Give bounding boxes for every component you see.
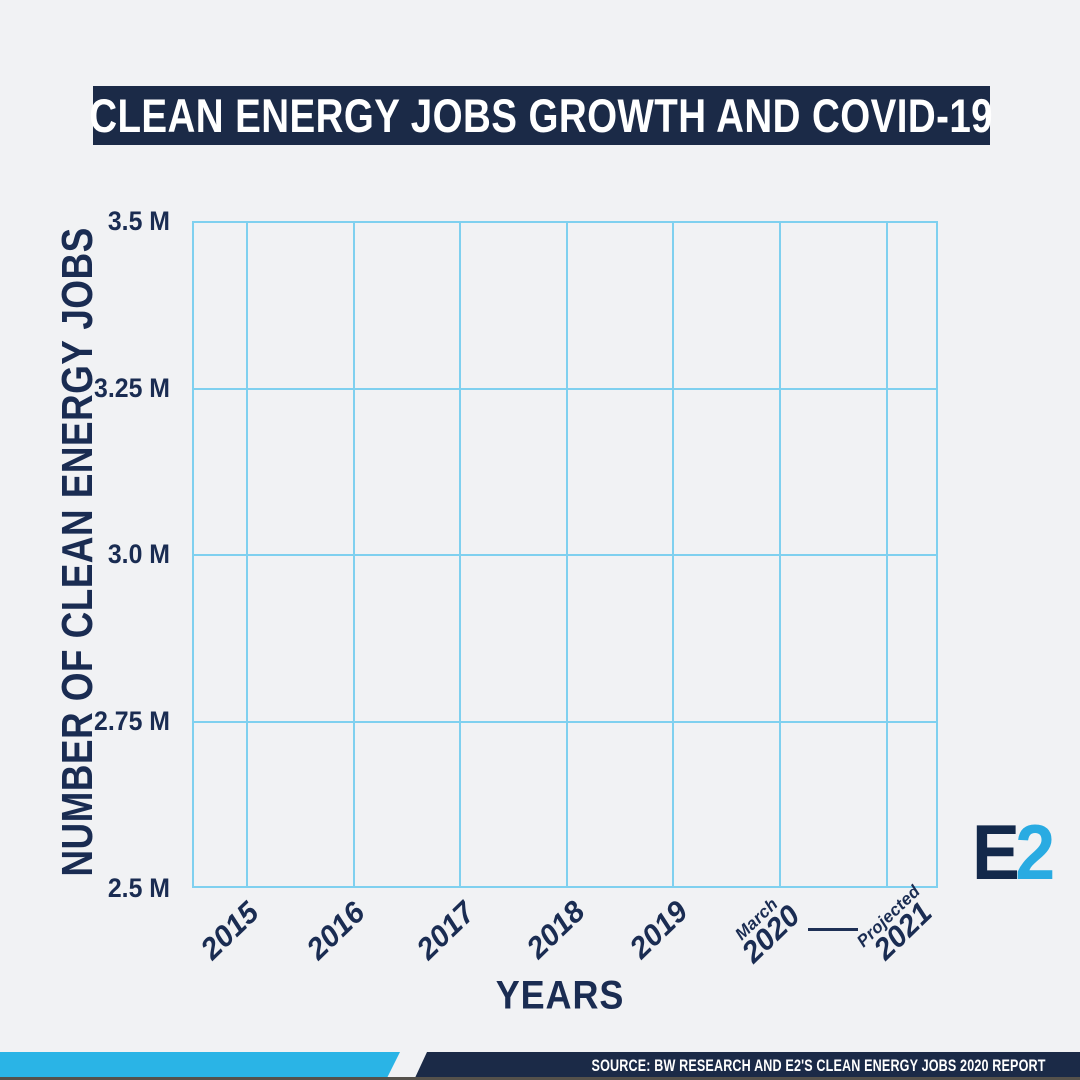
x-tick-2018: 2018 — [520, 894, 592, 966]
footer-accent-bar — [0, 1052, 400, 1080]
x-tick-2019: 2019 — [623, 894, 695, 966]
x-axis-title: YEARS — [495, 973, 625, 1018]
x-tick-projected-2021: Projected 2021 — [853, 882, 941, 969]
bottom-edge-line — [0, 1077, 1080, 1080]
e2-logo-2: 2 — [1015, 808, 1055, 896]
y-tick-2-5m: 2.5 M — [107, 873, 170, 903]
source-text: SOURCE: BW RESEARCH AND E2'S CLEAN ENERG… — [591, 1056, 1046, 1075]
x-tick-label: 2017 — [410, 895, 482, 967]
x-tick-label: 2018 — [520, 894, 592, 966]
x-tick-2017: 2017 — [410, 895, 482, 967]
x-tick-2016: 2016 — [300, 895, 372, 967]
chart-title: CLEAN ENERGY JOBS GROWTH AND COVID-19 — [89, 89, 994, 142]
e2-logo-e: E — [972, 808, 1020, 896]
x-tick-march-2020: March 2020 — [727, 891, 807, 970]
chart-title-bar: CLEAN ENERGY JOBS GROWTH AND COVID-19 — [90, 86, 993, 145]
y-tick-2-75m: 2.75 M — [94, 706, 170, 736]
y-tick-3-0m: 3.0 M — [107, 539, 170, 569]
y-tick-3-25m: 3.25 M — [94, 373, 170, 403]
plot-area — [192, 221, 938, 888]
separator-dash — [808, 928, 858, 931]
e2-logo: E2 — [972, 813, 1055, 891]
footer-source-bar: SOURCE: BW RESEARCH AND E2'S CLEAN ENERG… — [414, 1052, 1080, 1080]
x-tick-label: 2016 — [300, 895, 372, 967]
gridline-h — [194, 721, 936, 723]
x-tick-label: 2015 — [194, 895, 266, 967]
gridline-h — [194, 388, 936, 390]
x-tick-2015: 2015 — [194, 895, 266, 967]
gridline-h — [194, 554, 936, 556]
x-tick-label: 2019 — [623, 894, 695, 966]
x-tick-label: 2020 — [735, 899, 807, 970]
y-tick-3-5m: 3.5 M — [107, 206, 170, 236]
